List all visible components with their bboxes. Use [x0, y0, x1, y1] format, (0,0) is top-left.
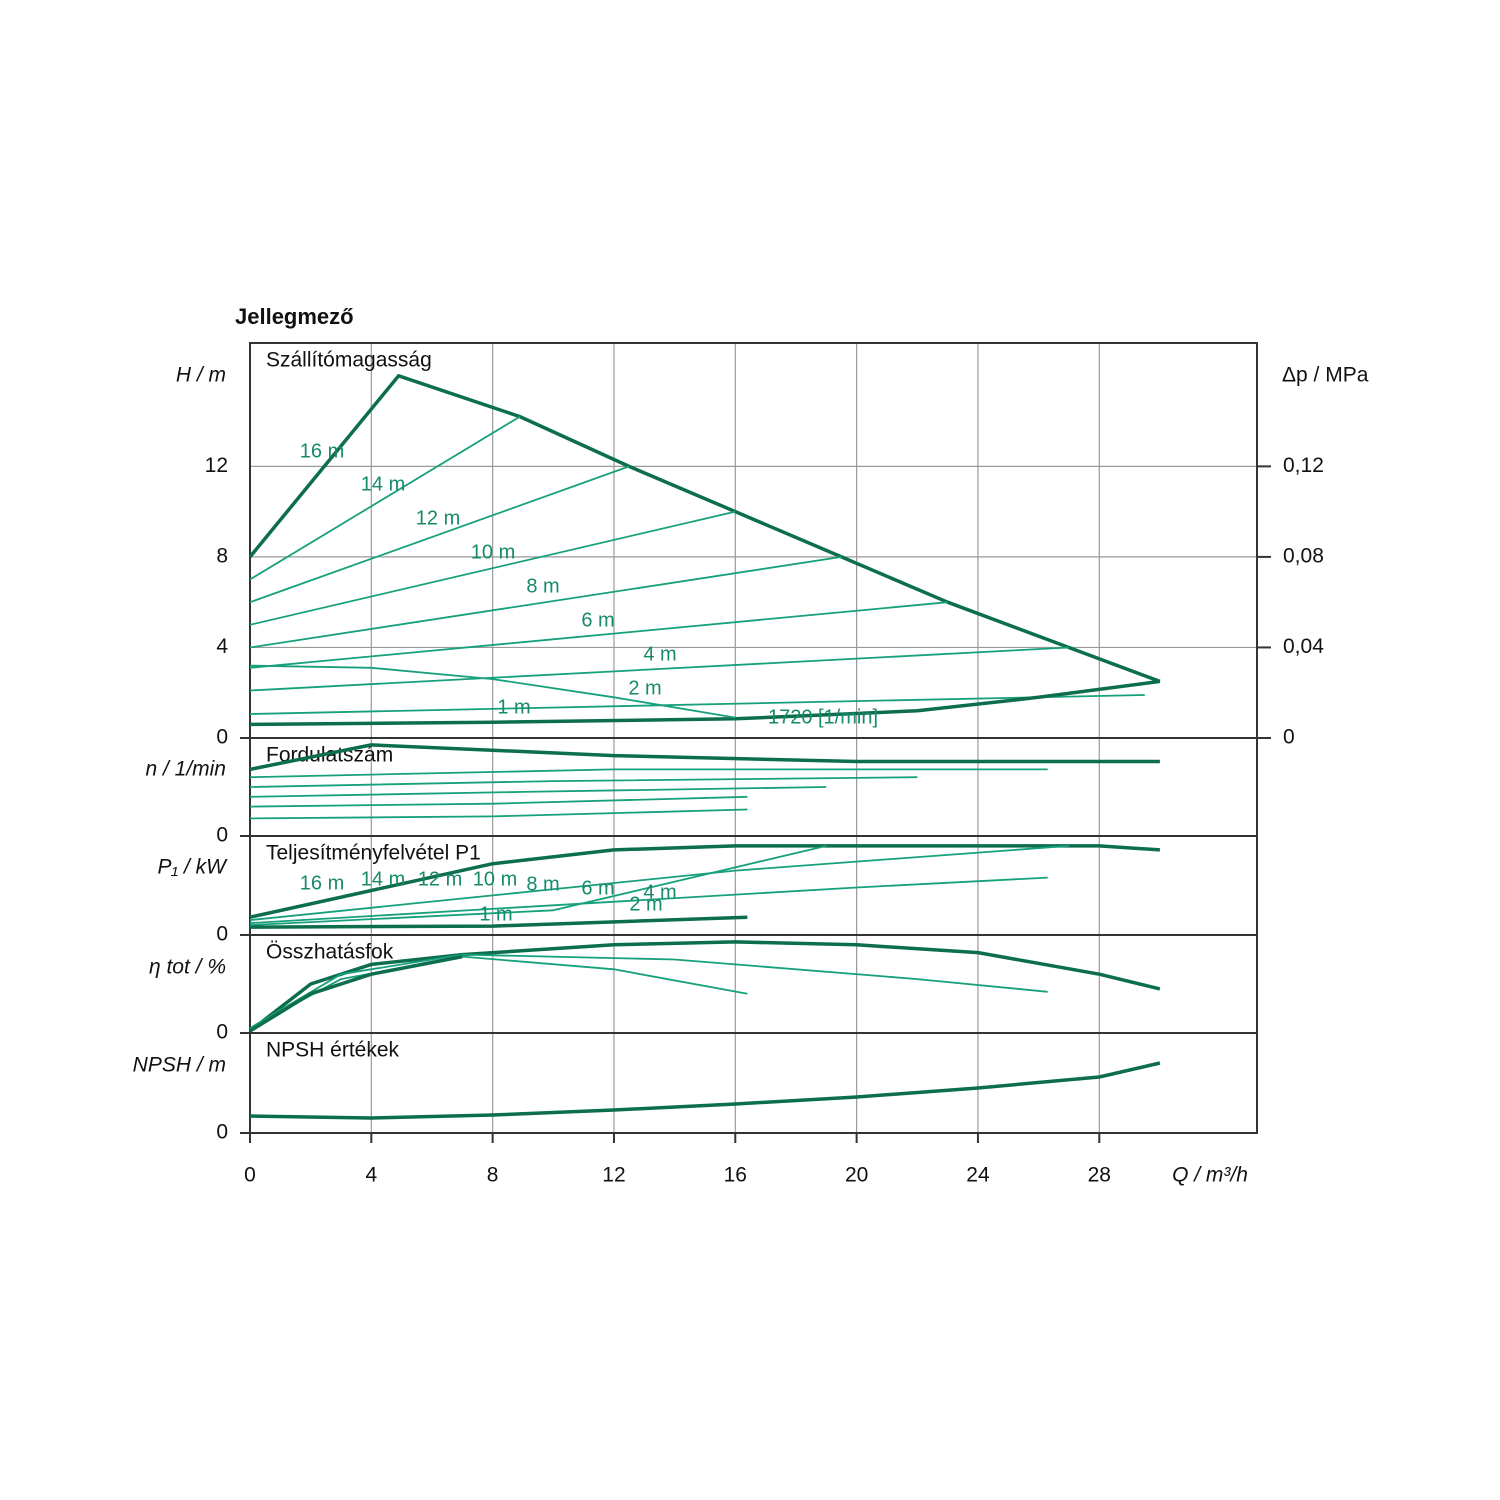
chart-title: Jellegmező: [235, 304, 354, 329]
x-tick-label: 8: [487, 1164, 499, 1187]
x-tick-label: 20: [845, 1164, 868, 1187]
curve: [249, 953, 1048, 1029]
curve: [249, 776, 918, 788]
panel-title: Szállítómagasság: [266, 349, 432, 372]
curve-label: 14 m: [361, 473, 405, 495]
y2-tick-label: 0: [1283, 726, 1295, 749]
curve: [249, 845, 1069, 921]
curve: [249, 786, 827, 798]
y2-tick-label: 0,04: [1283, 635, 1324, 658]
curve-label: 6 m: [581, 877, 614, 899]
curve-label: 10 m: [473, 868, 517, 890]
curve: [249, 465, 630, 604]
curve-label: 8 m: [526, 873, 559, 895]
panel-frame: [249, 1032, 1258, 1134]
curve-label: 4 m: [643, 643, 676, 665]
y-tick-label: 4: [216, 635, 228, 658]
x-tick-label: 12: [602, 1164, 625, 1187]
curve-label: 6 m: [581, 609, 614, 631]
panel-frame: [249, 342, 1258, 739]
curve-label: 10 m: [471, 541, 515, 563]
y-tick-label: 0: [216, 923, 228, 946]
curve-label: 14 m: [361, 868, 405, 890]
curve-label: 12 m: [418, 868, 462, 890]
y-tick-label: 0: [216, 726, 228, 749]
curve: [249, 743, 1160, 772]
curve-label: 1 m: [479, 903, 512, 925]
curve-label: 4 m: [643, 881, 676, 903]
curve: [249, 768, 1048, 779]
y2-axis-label: Δp / MPa: [1282, 364, 1369, 387]
y-tick-label: 12: [205, 454, 228, 477]
curve: [249, 601, 948, 669]
y-axis-label: NPSH / m: [133, 1054, 226, 1077]
curve: [249, 795, 748, 808]
x-axis-label: Q / m³/h: [1172, 1164, 1248, 1187]
y-tick-label: 0: [216, 1021, 228, 1044]
panel-title: NPSH értékek: [266, 1039, 400, 1062]
x-tick-label: 4: [365, 1164, 377, 1187]
curve: [249, 845, 827, 926]
curve: [249, 694, 1145, 715]
curve-label: 12 m: [416, 507, 460, 529]
x-tick-label: 24: [966, 1164, 990, 1187]
y-axis-label: P₁ / kW: [158, 856, 229, 879]
curve: [249, 808, 748, 820]
curve-label: 16 m: [300, 440, 344, 462]
panel-title: Összhatásfok: [266, 941, 394, 964]
curve: [249, 915, 748, 929]
panel-frame: [249, 934, 1258, 1034]
x-tick-label: 28: [1088, 1164, 1111, 1187]
x-tick-label: 0: [244, 1164, 256, 1187]
curve-label: 1 m: [497, 696, 530, 718]
y-tick-label: 8: [216, 544, 228, 567]
curve: [249, 646, 1069, 692]
y-axis-label: n / 1/min: [145, 758, 226, 781]
curve: [249, 954, 463, 1033]
y2-tick-label: 0,08: [1283, 544, 1324, 567]
y2-tick-label: 0,12: [1283, 454, 1324, 477]
panel-title: Teljesítményfelvétel P1: [266, 842, 481, 865]
curve: [249, 1061, 1161, 1120]
y-tick-label: 0: [216, 1121, 228, 1144]
curve: [249, 876, 1048, 924]
curve: [249, 844, 1161, 919]
curve: [248, 374, 1161, 684]
curve-label: 16 m: [300, 872, 344, 894]
curve: [249, 415, 521, 581]
curve: [249, 679, 1161, 727]
y-axis-label: η tot / %: [149, 956, 226, 979]
curve-label: 8 m: [526, 575, 559, 597]
curve-label: 2 m: [629, 893, 662, 915]
curve: [249, 664, 736, 719]
panel-frame: [249, 737, 1258, 837]
curve-label: 2 m: [628, 677, 661, 699]
curve: [249, 955, 748, 1029]
y-tick-label: 0: [216, 824, 228, 847]
curve: [249, 510, 736, 626]
y-axis-label: H / m: [176, 364, 226, 387]
x-tick-label: 16: [724, 1164, 747, 1187]
curve: [249, 556, 842, 649]
curve-label: 1720 [1/min]: [768, 706, 878, 728]
